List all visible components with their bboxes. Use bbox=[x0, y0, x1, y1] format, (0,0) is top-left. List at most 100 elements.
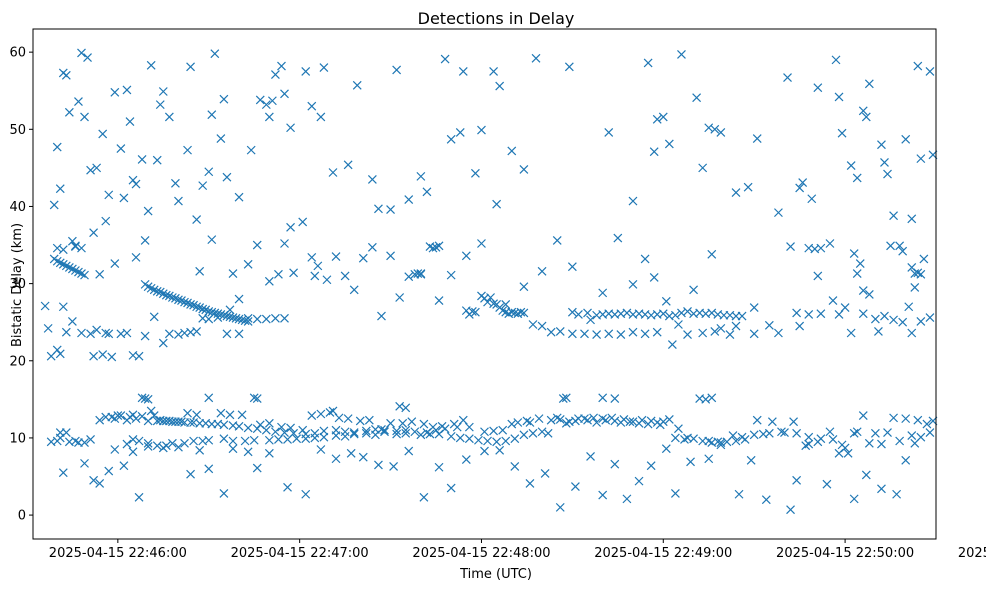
data-point-x-marker bbox=[916, 154, 926, 164]
data-point-x-marker bbox=[616, 418, 626, 427]
data-point-x-marker bbox=[813, 83, 823, 93]
data-point-x-marker bbox=[649, 273, 659, 282]
data-point-x-marker bbox=[710, 327, 720, 336]
data-point-x-marker bbox=[280, 428, 289, 437]
data-point-x-marker bbox=[261, 100, 271, 110]
data-point-x-marker bbox=[640, 329, 650, 339]
data-point-x-marker bbox=[870, 314, 880, 324]
data-point-x-marker bbox=[131, 252, 141, 262]
data-point-x-marker bbox=[913, 415, 923, 425]
data-point-x-marker bbox=[470, 307, 480, 317]
data-point-x-marker bbox=[422, 187, 432, 197]
data-point-x-marker bbox=[58, 468, 68, 478]
data-point-x-marker bbox=[298, 425, 308, 435]
data-point-x-marker bbox=[234, 192, 244, 202]
data-point-x-marker bbox=[261, 314, 271, 324]
data-point-x-marker bbox=[325, 408, 335, 417]
data-point-x-marker bbox=[519, 308, 529, 318]
data-point-x-marker bbox=[449, 419, 459, 429]
data-point-x-marker bbox=[898, 317, 908, 327]
data-point-x-marker bbox=[752, 134, 762, 143]
data-point-x-marker bbox=[570, 482, 580, 491]
data-point-x-marker bbox=[310, 271, 320, 281]
data-point-x-marker bbox=[586, 452, 595, 461]
x-tick-label: 2025-04-15 22:46:00 bbox=[49, 546, 187, 561]
data-point-x-marker bbox=[825, 239, 835, 248]
data-point-x-marker bbox=[252, 240, 262, 250]
data-point-x-marker bbox=[334, 413, 344, 423]
data-point-x-marker bbox=[404, 195, 414, 204]
data-points bbox=[40, 48, 938, 515]
data-point-x-marker bbox=[670, 310, 680, 320]
data-point-x-marker bbox=[783, 73, 792, 83]
data-point-x-marker bbox=[886, 241, 895, 251]
data-point-x-marker bbox=[140, 331, 150, 341]
data-point-x-marker bbox=[158, 443, 168, 453]
data-point-x-marker bbox=[843, 448, 853, 458]
data-point-x-marker bbox=[510, 462, 520, 471]
data-point-x-marker bbox=[158, 87, 168, 96]
x-tick-label: 2025-04-15 22:48:00 bbox=[412, 546, 550, 561]
data-point-x-marker bbox=[607, 413, 617, 423]
data-point-x-marker bbox=[425, 429, 435, 439]
data-point-x-marker bbox=[777, 427, 786, 437]
data-point-x-marker bbox=[331, 431, 341, 441]
data-point-x-marker bbox=[849, 249, 859, 258]
data-point-x-marker bbox=[222, 172, 232, 182]
data-point-x-marker bbox=[689, 434, 699, 444]
data-point-x-marker bbox=[728, 431, 738, 441]
data-point-x-marker bbox=[864, 438, 874, 448]
data-point-x-marker bbox=[761, 495, 771, 505]
data-point-x-marker bbox=[434, 241, 444, 251]
data-point-x-marker bbox=[489, 426, 499, 436]
data-point-x-marker bbox=[298, 217, 308, 227]
data-point-x-marker bbox=[180, 438, 189, 448]
data-point-x-marker bbox=[610, 394, 620, 404]
data-point-x-marker bbox=[264, 435, 274, 445]
data-point-x-marker bbox=[528, 428, 538, 438]
data-point-x-marker bbox=[564, 62, 574, 72]
data-point-x-marker bbox=[555, 327, 565, 336]
data-point-x-marker bbox=[219, 489, 229, 498]
data-point-x-marker bbox=[525, 479, 535, 488]
y-tick-label: 0 bbox=[18, 509, 26, 524]
data-point-x-marker bbox=[849, 494, 859, 504]
data-point-x-marker bbox=[461, 306, 471, 316]
data-point-x-marker bbox=[901, 414, 911, 424]
data-point-x-marker bbox=[746, 455, 756, 465]
data-point-x-marker bbox=[552, 235, 562, 245]
data-point-x-marker bbox=[361, 426, 371, 436]
data-point-x-marker bbox=[604, 127, 614, 137]
data-point-x-marker bbox=[692, 93, 702, 103]
data-point-x-marker bbox=[661, 444, 671, 454]
data-point-x-marker bbox=[813, 437, 823, 447]
data-point-x-marker bbox=[174, 442, 183, 452]
data-point-x-marker bbox=[355, 416, 365, 426]
data-point-x-marker bbox=[846, 161, 856, 170]
data-point-x-marker bbox=[437, 421, 447, 431]
data-point-x-marker bbox=[840, 303, 850, 312]
data-point-x-marker bbox=[167, 438, 177, 448]
data-point-x-marker bbox=[698, 328, 708, 338]
data-point-x-marker bbox=[89, 475, 99, 485]
data-point-x-marker bbox=[825, 427, 835, 437]
data-point-x-marker bbox=[222, 329, 232, 339]
data-point-x-marker bbox=[216, 408, 226, 418]
data-point-x-marker bbox=[264, 112, 274, 122]
data-point-x-marker bbox=[455, 127, 465, 137]
data-point-x-marker bbox=[340, 431, 350, 441]
data-point-x-marker bbox=[164, 329, 174, 339]
data-point-x-marker bbox=[907, 431, 917, 441]
data-point-x-marker bbox=[140, 235, 150, 245]
data-point-x-marker bbox=[513, 418, 523, 427]
data-point-x-marker bbox=[495, 81, 505, 91]
data-point-x-marker bbox=[316, 409, 326, 419]
data-point-x-marker bbox=[510, 434, 520, 444]
data-point-x-marker bbox=[89, 351, 99, 361]
data-point-x-marker bbox=[555, 502, 565, 512]
data-point-x-marker bbox=[174, 295, 183, 305]
data-point-x-marker bbox=[204, 435, 214, 445]
data-point-x-marker bbox=[877, 140, 886, 150]
data-point-x-marker bbox=[610, 459, 620, 469]
data-point-x-marker bbox=[710, 124, 720, 134]
